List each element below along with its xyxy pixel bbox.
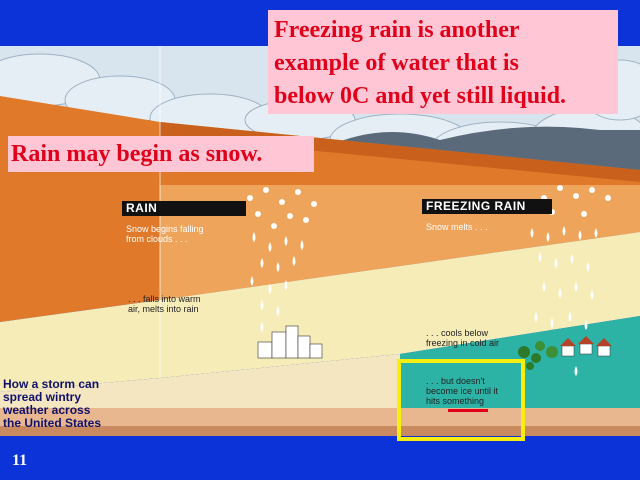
freezing-step-snow-melts: Snow melts . . . bbox=[426, 222, 488, 232]
slide-number: 11 bbox=[12, 452, 28, 469]
freezing-rain-panel-title: FREEZING RAIN bbox=[422, 199, 552, 214]
freezing-rain-callout: Freezing rain is another example of wate… bbox=[268, 10, 618, 114]
rain-step-melts: . . . falls into warm air, melts into ra… bbox=[128, 294, 201, 314]
rain-step-snow-begins: Snow begins falling from clouds . . . bbox=[126, 224, 204, 244]
rain-panel-title: RAIN bbox=[122, 201, 246, 216]
freezing-step-hits-something: . . . but doesn't become ice until it hi… bbox=[426, 376, 499, 406]
red-underline bbox=[448, 409, 488, 412]
ground-strip bbox=[0, 408, 640, 428]
rain-snow-callout: Rain may begin as snow. bbox=[8, 136, 314, 172]
city-icon bbox=[257, 325, 323, 359]
diagram-caption: How a storm can spread wintry weather ac… bbox=[3, 377, 102, 430]
ground-surface bbox=[0, 354, 400, 420]
trees-icon bbox=[518, 341, 558, 370]
ground-edge bbox=[0, 426, 640, 436]
houses-icon bbox=[560, 336, 612, 357]
rain-column-right bbox=[530, 185, 611, 376]
rain-column-left bbox=[247, 187, 317, 332]
highlight-box bbox=[397, 359, 525, 441]
freezing-step-cools: . . . cools below freezing in cold air bbox=[426, 328, 500, 348]
